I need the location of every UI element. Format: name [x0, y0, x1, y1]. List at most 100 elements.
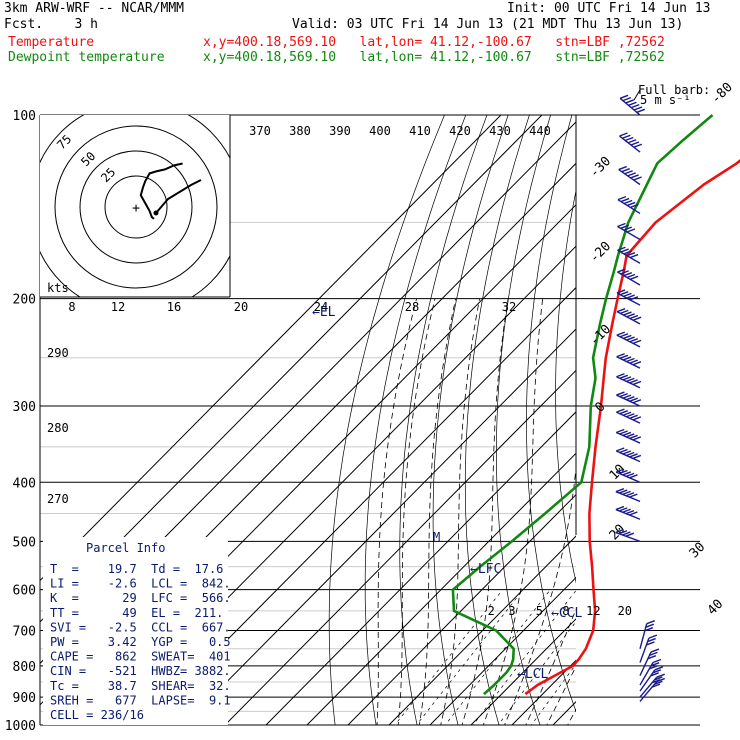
hodograph-center-icon: + [132, 201, 140, 216]
wind-barb-flag [630, 174, 639, 179]
wind-barb-flag [620, 309, 629, 315]
hodograph-speed-label: 28 [405, 300, 419, 314]
pressure-tick-label: 200 [13, 293, 36, 308]
hodograph-ring [79, 150, 193, 264]
wind-barb [615, 447, 642, 463]
wind-barb-flag [626, 313, 635, 318]
parcel-info-title: Parcel Info [86, 541, 165, 555]
wind-barb [616, 308, 642, 325]
isotherm--20 [347, 493, 576, 725]
pressure-tick-label: 1000 [5, 719, 36, 734]
wind-barb-flag [626, 201, 636, 207]
pressure-tick-label: 300 [13, 400, 36, 415]
wind-barb-flag [623, 226, 633, 231]
hodograph-ring [54, 125, 218, 289]
isotherm-label: 30 [687, 540, 709, 562]
pressure-tick-label: 500 [13, 535, 36, 550]
theta-left-label: 270 [47, 492, 69, 506]
dry-adiabat-290 [464, 115, 530, 725]
wind-barb-flag [625, 433, 635, 438]
wind-barb-flag [656, 673, 665, 678]
wind-barb-flag [617, 222, 626, 228]
wind-barb-flag [654, 666, 664, 671]
wind-barb [639, 666, 664, 692]
dry-adiabat-330 [584, 115, 670, 738]
wind-barb-staff [639, 662, 654, 686]
wind-barb-flag [632, 436, 642, 441]
wind-barb-flag [622, 431, 632, 437]
pressure-tick-label: 900 [13, 691, 36, 706]
mixing-ratio-label: 2 [488, 604, 495, 618]
wind-barb-flag [636, 108, 646, 113]
dry-adiabat-340 [611, 115, 711, 738]
wind-barb-flag [632, 339, 642, 345]
wind-barb-flag [619, 374, 628, 379]
wind-barb-staff [639, 637, 650, 663]
wind-barb-flag [652, 669, 662, 674]
dry-adiabat-380 [713, 115, 740, 738]
wind-barb [639, 634, 658, 663]
wind-barb [617, 196, 641, 215]
wind-barb-flag [632, 316, 642, 321]
hodograph-speed-label: 16 [167, 300, 181, 314]
wind-barb-flag [622, 376, 632, 381]
moist-adiabat-30 [546, 665, 576, 725]
wind-barb-flag [645, 623, 655, 628]
wind-barb-flag [619, 489, 628, 494]
hodograph-unit-label: kts [47, 281, 69, 295]
isotherm-10 [470, 618, 576, 725]
wind-barb [616, 289, 641, 306]
parcel-info-row: TT = 49 EL = 211. [50, 606, 223, 620]
wind-barb-flag [630, 203, 639, 209]
wind-barb-flag [619, 94, 629, 99]
lfc-marker: ←LFC [470, 562, 501, 577]
wind-barb [616, 331, 642, 348]
wind-barb-flag [618, 165, 627, 171]
theta-label: 390 [329, 124, 351, 138]
parcel-info-row: CAPE = 862 SWEAT= 401 [50, 650, 231, 664]
pressure-tick-label: 400 [13, 476, 36, 491]
wind-barb-flag [622, 508, 631, 513]
barb-legend-icon [633, 89, 641, 101]
hodograph-speed-label: 24 [314, 300, 328, 314]
isotherm--40 [265, 411, 576, 725]
wind-barb [615, 428, 642, 444]
wind-barb [618, 165, 642, 186]
wind-barb-flag [632, 380, 642, 386]
wind-barb-flag [624, 170, 633, 175]
wind-barb-flag [656, 677, 665, 683]
wind-barb-flag [623, 311, 632, 316]
parcel-info-row: Tc = 38.7 SHEAR= 32. [50, 679, 231, 693]
wind-barb-flag [615, 488, 625, 493]
wind-barb-flag [616, 447, 625, 452]
moist-adiabat-0 [418, 298, 457, 725]
isotherm-0 [429, 576, 576, 725]
wind-barb [615, 488, 641, 503]
wind-barb-flag [622, 450, 632, 455]
wind-barb-flag [626, 396, 635, 401]
wind-barb-flag [623, 292, 632, 298]
wind-barb-flag [623, 334, 632, 340]
wind-barb-flag [615, 528, 624, 534]
dry-adiabat-320 [555, 188, 576, 584]
wind-barb-flag [619, 448, 628, 454]
wind-barb-flag [650, 672, 659, 677]
wind-barb-flag [620, 248, 629, 253]
wind-barb-flag [619, 333, 629, 338]
wind-barb-flag [627, 139, 637, 144]
wind-barb-flag [616, 308, 626, 313]
wind-barb [619, 94, 646, 116]
wind-barb-flag [647, 637, 656, 643]
wind-barb-flag [623, 250, 633, 255]
wind-barb-flag [616, 391, 625, 396]
temperature-trace [524, 158, 740, 696]
wind-barb-flag [626, 413, 635, 418]
wind-barb-flag [625, 492, 635, 497]
wind-barb-flag [625, 451, 635, 457]
isotherm-label: -20 [587, 239, 614, 266]
valid-time: Valid: 03 UTC Fri 14 Jun 13 (21 MDT Thu … [292, 17, 684, 32]
hodograph-clip: + [40, 115, 230, 297]
wind-barb-flag [625, 532, 635, 537]
theta-left-label: 280 [47, 421, 69, 435]
